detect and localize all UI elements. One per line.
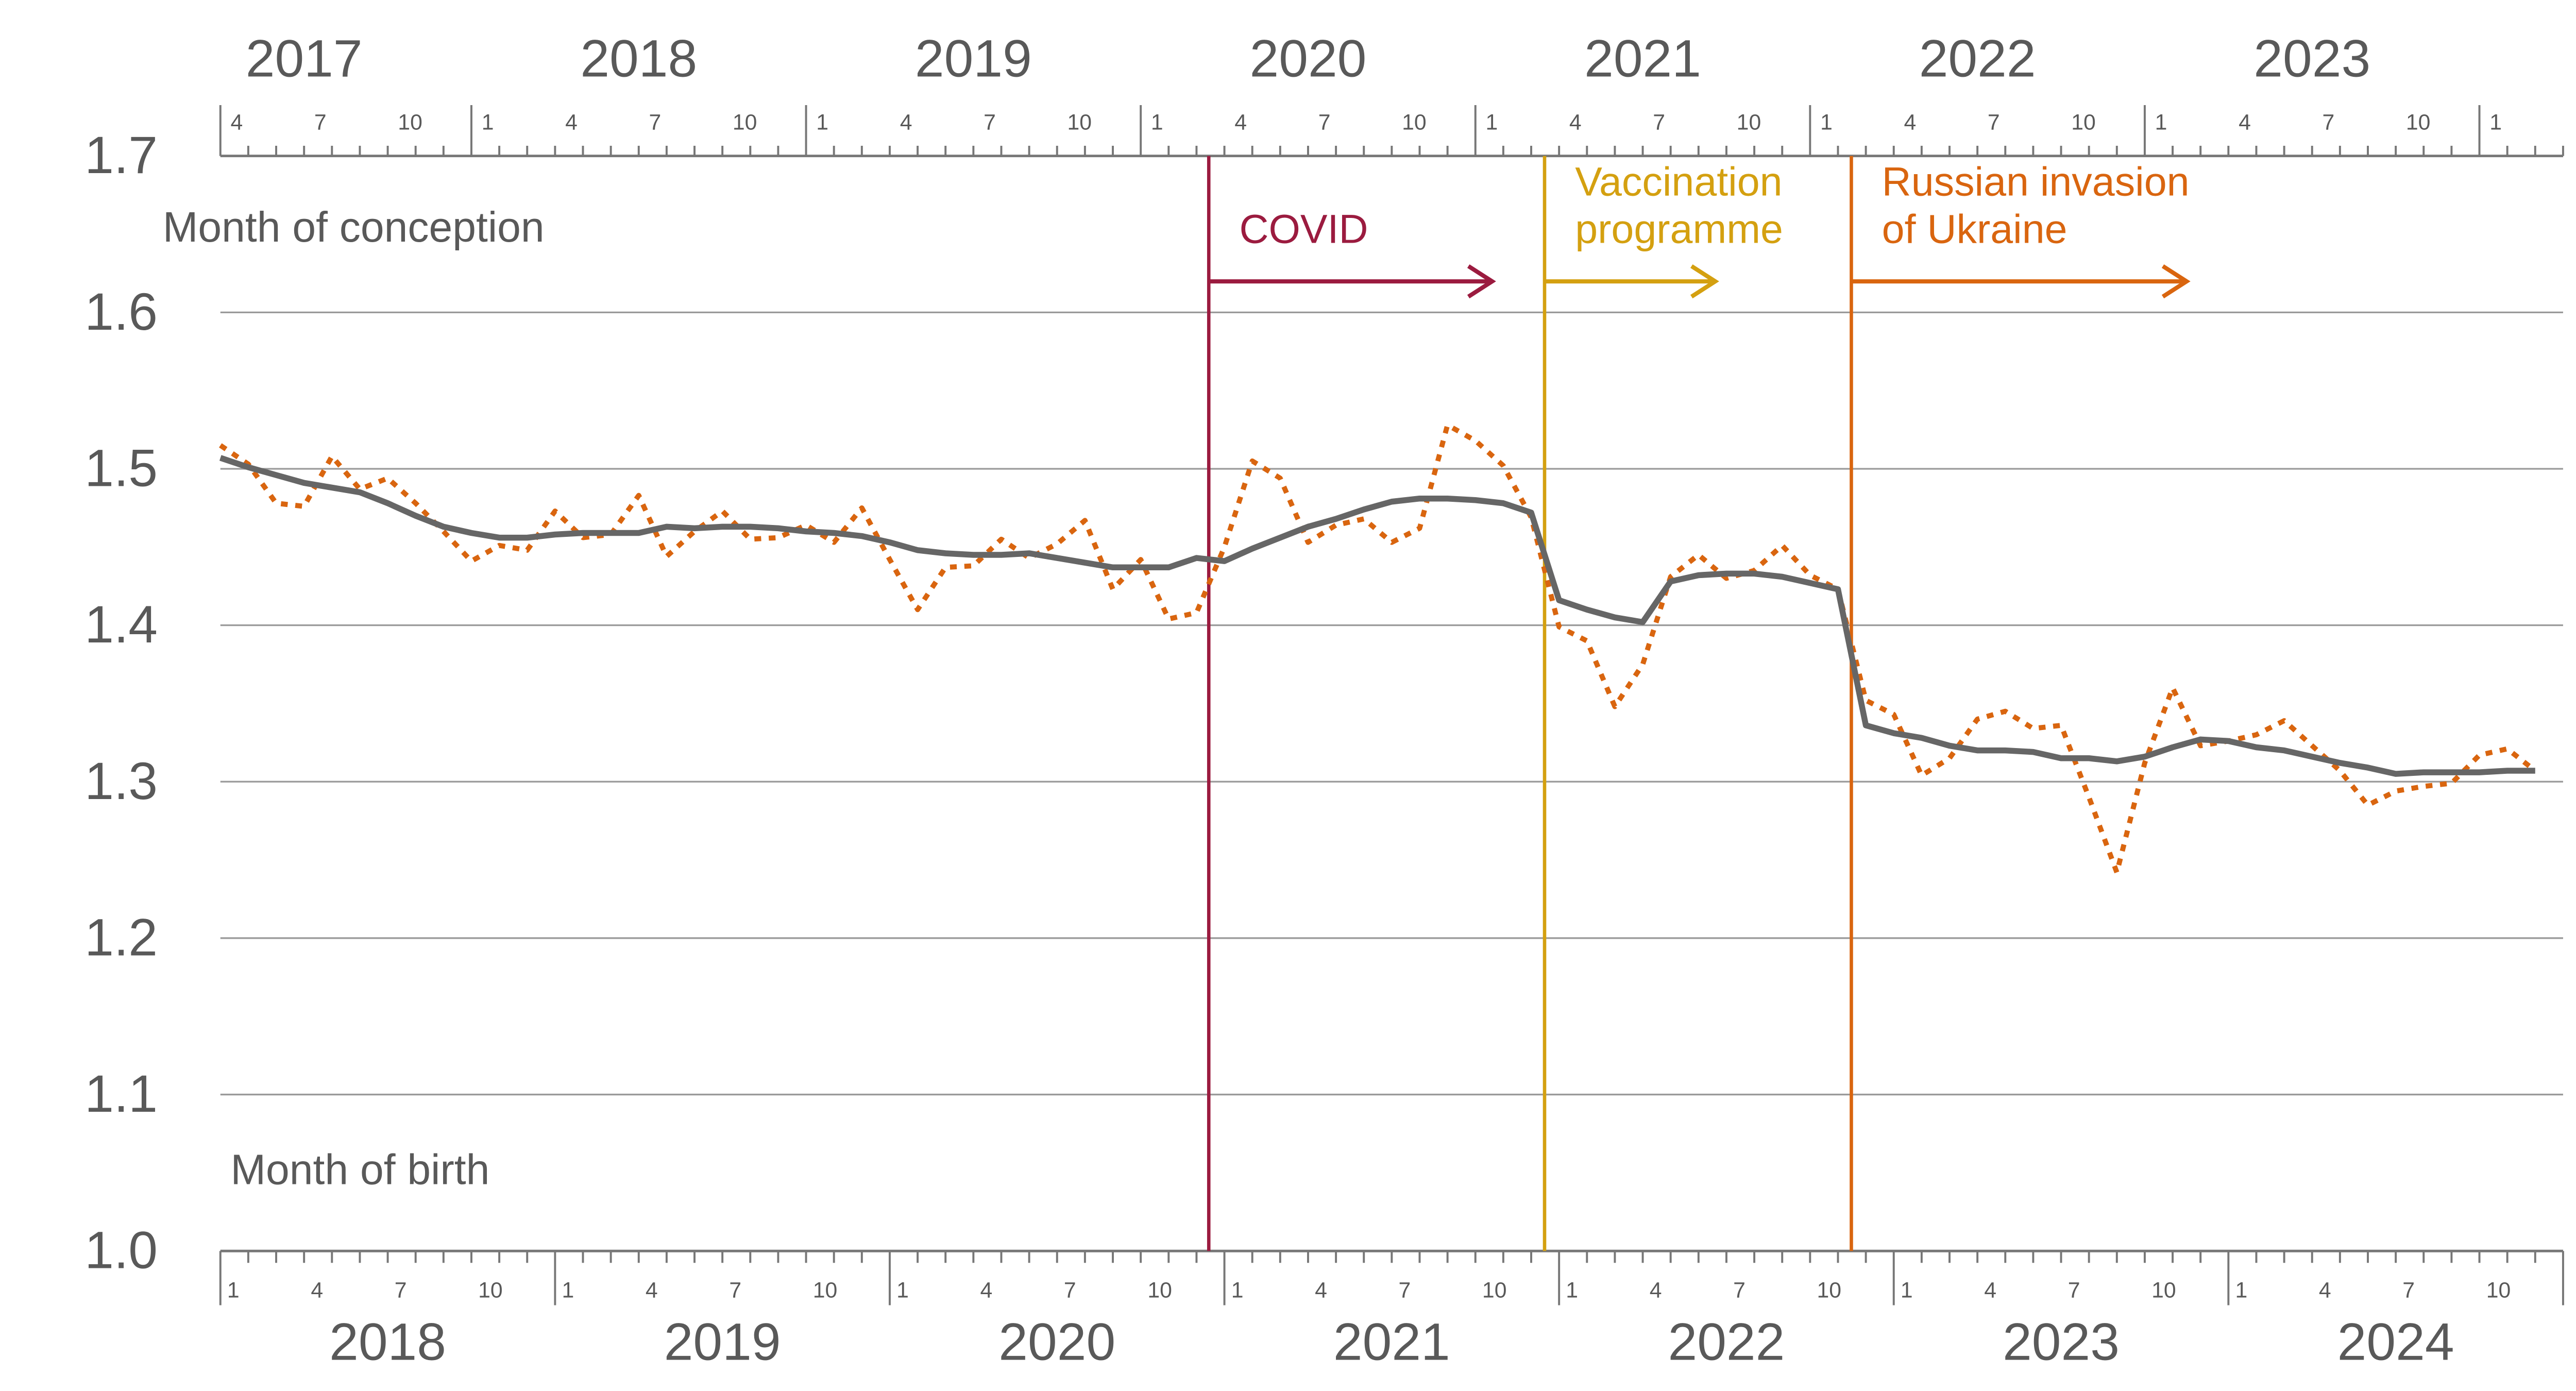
y-tick-label: 1.1 — [84, 1064, 158, 1123]
x-tick-label: 4 — [1315, 1278, 1327, 1302]
x-tick-label: 10 — [1817, 1278, 1842, 1302]
top-tick-label: 10 — [1737, 110, 1761, 134]
bottom-axis-label: Month of birth — [231, 1147, 490, 1194]
top-tick-label: 4 — [1904, 110, 1916, 134]
top-tick-label: 4 — [231, 110, 243, 134]
x-tick-label: 1 — [1901, 1278, 1913, 1302]
top-tick-label: 10 — [1067, 110, 1092, 134]
top-tick-label: 7 — [649, 110, 662, 134]
top-tick-label: 10 — [2071, 110, 2096, 134]
top-tick-label: 7 — [314, 110, 327, 134]
x-tick-label: 4 — [2319, 1278, 2331, 1302]
year-label: 2019 — [664, 1312, 781, 1371]
top-year-label: 2020 — [1250, 29, 1367, 88]
x-tick-label: 7 — [729, 1278, 741, 1302]
x-tick-label: 1 — [562, 1278, 574, 1302]
top-tick-label: 4 — [900, 110, 912, 134]
top-tick-label: 1 — [2155, 110, 2167, 134]
top-tick-label: 10 — [1402, 110, 1427, 134]
year-label: 2023 — [2003, 1312, 2120, 1371]
x-tick-label: 1 — [1231, 1278, 1244, 1302]
event-label: programme — [1575, 207, 1783, 252]
y-tick-label: 1.2 — [84, 908, 158, 966]
x-tick-label: 4 — [311, 1278, 323, 1302]
y-tick-label: 1.3 — [84, 752, 158, 810]
x-tick-label: 7 — [1733, 1278, 1745, 1302]
x-tick-label: 7 — [1064, 1278, 1076, 1302]
x-tick-label: 10 — [2151, 1278, 2176, 1302]
y-tick-label: 1.0 — [84, 1221, 158, 1280]
top-year-label: 2021 — [1584, 29, 1701, 88]
top-tick-label: 10 — [2406, 110, 2431, 134]
top-tick-label: 4 — [2239, 110, 2251, 134]
event-label: COVID — [1239, 207, 1368, 252]
top-axis-label: Month of conception — [163, 204, 545, 251]
y-tick-label: 1.6 — [84, 282, 158, 341]
event-label: of Ukraine — [1882, 207, 2067, 252]
top-year-label: 2019 — [915, 29, 1032, 88]
x-tick-label: 4 — [980, 1278, 993, 1302]
top-year-label: 2023 — [2253, 29, 2370, 88]
x-tick-label: 7 — [1399, 1278, 1411, 1302]
x-tick-label: 4 — [1650, 1278, 1662, 1302]
x-tick-label: 7 — [2068, 1278, 2080, 1302]
top-tick-label: 1 — [1485, 110, 1498, 134]
year-label: 2018 — [329, 1312, 446, 1371]
event-label: Russian invasion — [1882, 159, 2190, 204]
top-year-label: 2022 — [1919, 29, 2036, 88]
event-label: Vaccination — [1575, 159, 1782, 204]
top-tick-label: 4 — [565, 110, 578, 134]
event-arrowhead — [1690, 264, 1719, 299]
year-label: 2024 — [2337, 1312, 2454, 1371]
x-tick-label: 1 — [227, 1278, 240, 1302]
x-tick-label: 4 — [1984, 1278, 1996, 1302]
year-label: 2020 — [998, 1312, 1115, 1371]
top-tick-label: 10 — [398, 110, 422, 134]
x-tick-label: 10 — [1482, 1278, 1507, 1302]
x-tick-label: 10 — [813, 1278, 838, 1302]
top-tick-label: 7 — [1318, 110, 1331, 134]
top-tick-label: 1 — [816, 110, 828, 134]
year-label: 2021 — [1333, 1312, 1450, 1371]
x-tick-label: 10 — [478, 1278, 503, 1302]
y-tick-label: 1.4 — [84, 595, 158, 654]
top-tick-label: 7 — [984, 110, 996, 134]
top-tick-label: 4 — [1234, 110, 1247, 134]
series-line — [219, 455, 2535, 777]
top-tick-label: 4 — [1569, 110, 1582, 134]
year-label: 2022 — [1668, 1312, 1785, 1371]
x-tick-label: 1 — [1566, 1278, 1578, 1302]
y-tick-label: 1.7 — [84, 126, 158, 184]
top-tick-label: 10 — [733, 110, 757, 134]
top-tick-label: 7 — [2322, 110, 2334, 134]
top-year-label: 2017 — [246, 29, 363, 88]
top-tick-label: 7 — [1653, 110, 1665, 134]
x-tick-label: 7 — [395, 1278, 407, 1302]
x-tick-label: 7 — [2402, 1278, 2415, 1302]
x-tick-label: 1 — [896, 1278, 909, 1302]
x-tick-label: 1 — [2235, 1278, 2247, 1302]
x-tick-label: 4 — [646, 1278, 658, 1302]
x-tick-label: 10 — [2486, 1278, 2511, 1302]
top-tick-label: 1 — [482, 110, 494, 134]
series-line — [219, 422, 2537, 875]
y-tick-label: 1.5 — [84, 439, 158, 498]
top-tick-label: 1 — [1820, 110, 1833, 134]
top-tick-label: 7 — [1988, 110, 2000, 134]
top-year-label: 2018 — [580, 29, 697, 88]
event-arrowhead — [1467, 264, 1496, 299]
event-arrowhead — [2161, 264, 2191, 299]
top-tick-label: 1 — [2489, 110, 2502, 134]
x-tick-label: 10 — [1147, 1278, 1172, 1302]
top-tick-label: 1 — [1151, 110, 1163, 134]
